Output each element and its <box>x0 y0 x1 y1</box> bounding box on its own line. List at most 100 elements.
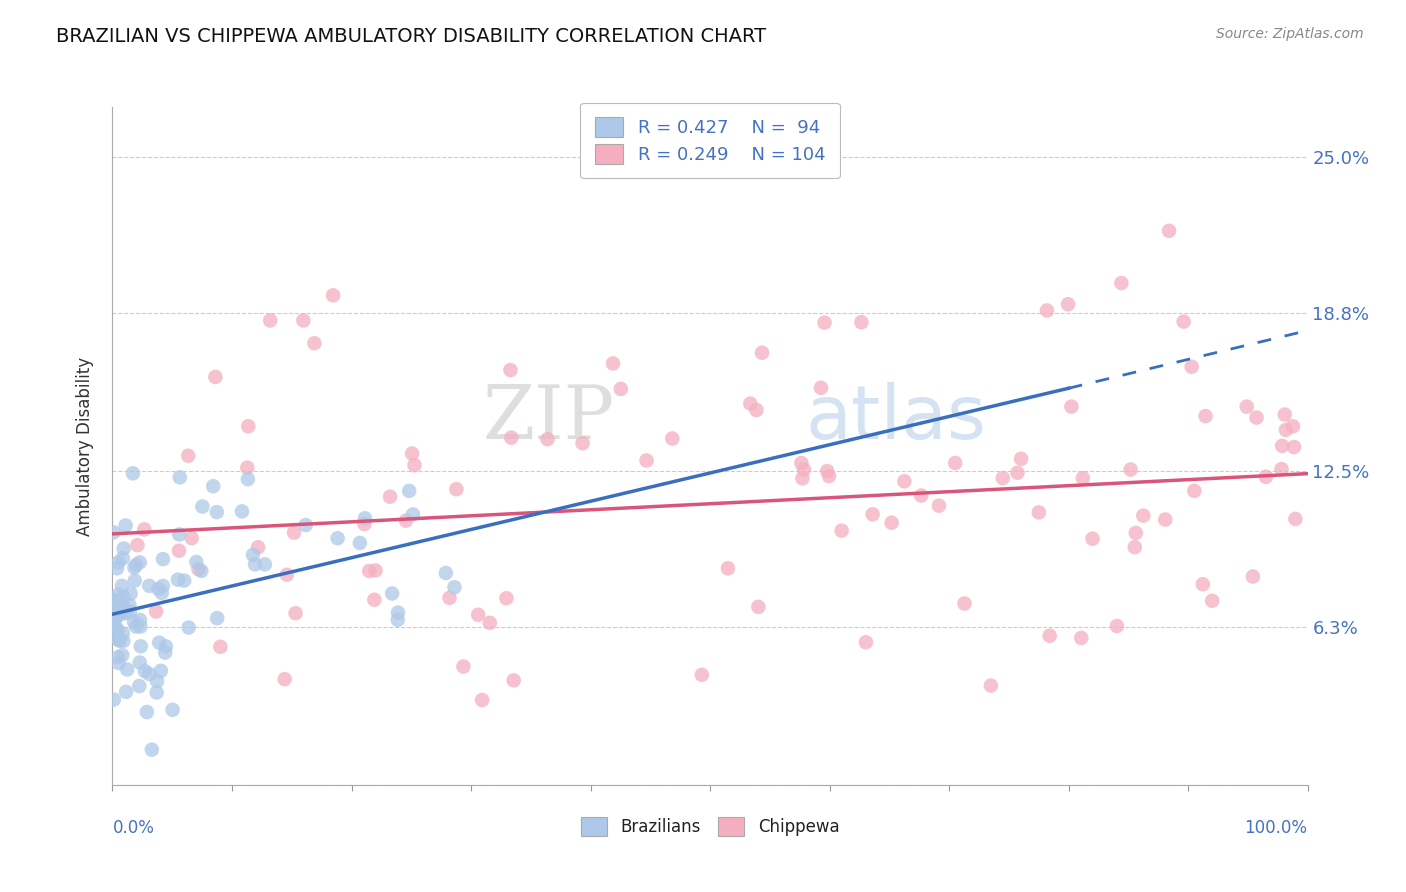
Point <box>1081 532 1104 546</box>
Point <box>536 432 558 446</box>
Point <box>1282 419 1305 434</box>
Point <box>1123 540 1146 554</box>
Point <box>717 561 740 575</box>
Point <box>138 666 160 681</box>
Point <box>169 470 191 484</box>
Point <box>943 456 966 470</box>
Point <box>108 595 131 609</box>
Point <box>259 313 281 327</box>
Point <box>855 635 877 649</box>
Point <box>1246 410 1268 425</box>
Point <box>205 611 228 625</box>
Point <box>118 598 141 612</box>
Point <box>751 345 773 359</box>
Point <box>107 588 129 602</box>
Point <box>103 630 125 644</box>
Point <box>118 605 141 619</box>
Point <box>149 664 172 678</box>
Point <box>387 613 409 627</box>
Point <box>141 742 163 756</box>
Text: Source: ZipAtlas.com: Source: ZipAtlas.com <box>1216 27 1364 41</box>
Point <box>107 656 129 670</box>
Point <box>129 613 152 627</box>
Point <box>381 586 404 600</box>
Point <box>177 620 200 634</box>
Point <box>104 610 127 624</box>
Point <box>1125 525 1147 540</box>
Point <box>1157 224 1180 238</box>
Point <box>108 606 131 620</box>
Point <box>231 504 253 518</box>
Point <box>353 516 375 531</box>
Point <box>322 288 344 302</box>
Point <box>105 603 128 617</box>
Point <box>501 431 523 445</box>
Point <box>851 315 873 329</box>
Point <box>636 453 658 467</box>
Point <box>134 664 156 678</box>
Point <box>893 475 915 489</box>
Point <box>152 579 174 593</box>
Point <box>153 646 176 660</box>
Point <box>190 564 212 578</box>
Point <box>747 599 769 614</box>
Point <box>204 370 226 384</box>
Point <box>115 662 138 676</box>
Point <box>1060 400 1083 414</box>
Point <box>111 551 134 566</box>
Point <box>402 508 425 522</box>
Point <box>1173 315 1195 329</box>
Point <box>103 617 125 632</box>
Point <box>1270 462 1292 476</box>
Point <box>1036 303 1059 318</box>
Y-axis label: Ambulatory Disability: Ambulatory Disability <box>76 357 94 535</box>
Point <box>205 505 228 519</box>
Point <box>111 648 134 662</box>
Point <box>112 634 135 648</box>
Point <box>129 640 152 654</box>
Point <box>661 432 683 446</box>
Point <box>571 436 593 450</box>
Point <box>236 472 259 486</box>
Point <box>364 564 387 578</box>
Point <box>112 541 135 556</box>
Point <box>186 555 208 569</box>
Point <box>125 558 148 572</box>
Legend: Brazilians, Chippewa: Brazilians, Chippewa <box>572 809 848 845</box>
Point <box>167 527 190 541</box>
Point <box>124 574 146 588</box>
Point <box>790 456 813 470</box>
Point <box>253 558 276 572</box>
Point <box>910 489 932 503</box>
Point <box>1057 297 1080 311</box>
Point <box>793 462 815 476</box>
Point <box>146 674 169 689</box>
Point <box>120 586 142 600</box>
Point <box>1119 462 1142 476</box>
Point <box>112 591 135 605</box>
Point <box>495 591 517 606</box>
Point <box>276 567 298 582</box>
Point <box>1241 569 1264 583</box>
Point <box>1191 577 1213 591</box>
Text: atlas: atlas <box>806 383 987 456</box>
Point <box>167 543 190 558</box>
Point <box>134 522 156 536</box>
Point <box>363 592 385 607</box>
Point <box>105 561 128 575</box>
Point <box>1182 483 1205 498</box>
Point <box>401 446 423 460</box>
Point <box>148 635 170 649</box>
Point <box>1111 276 1133 290</box>
Point <box>1274 408 1296 422</box>
Point <box>111 579 134 593</box>
Point <box>602 356 624 370</box>
Point <box>145 604 167 618</box>
Point <box>395 514 418 528</box>
Point <box>1271 439 1294 453</box>
Point <box>107 601 129 615</box>
Point <box>818 469 841 483</box>
Point <box>104 594 127 608</box>
Point <box>354 511 377 525</box>
Point <box>740 396 762 410</box>
